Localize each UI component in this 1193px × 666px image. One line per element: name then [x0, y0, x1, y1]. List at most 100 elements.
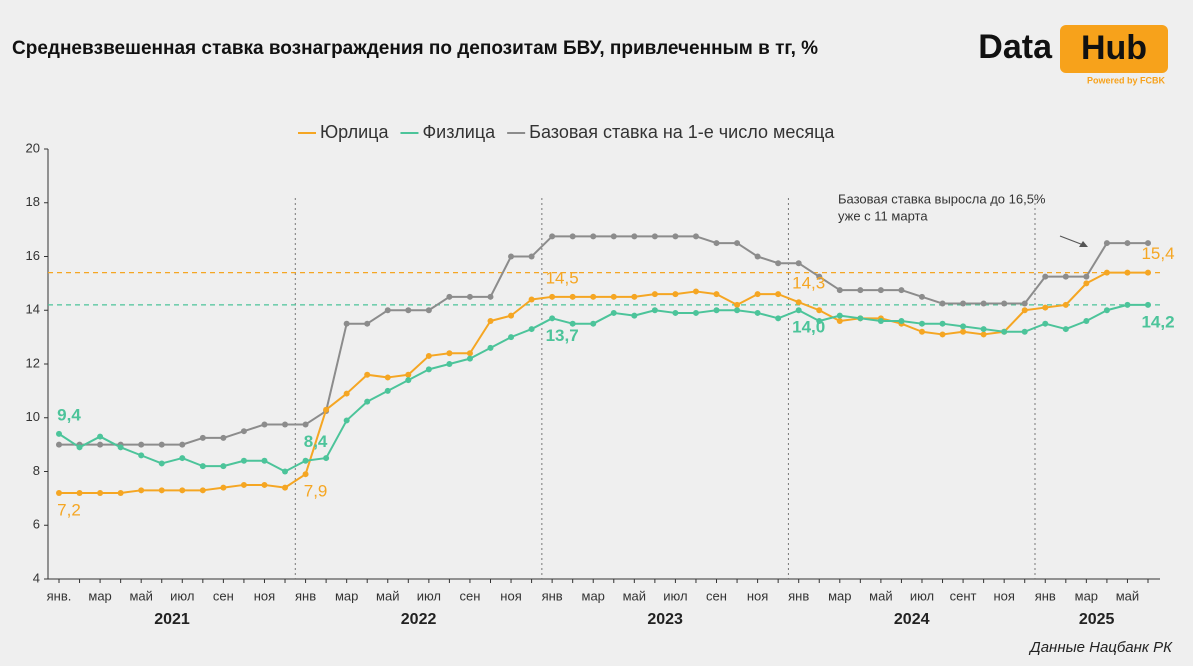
data-point [528, 326, 535, 333]
data-point [836, 287, 843, 294]
data-point [220, 434, 227, 441]
data-point [549, 233, 556, 240]
data-point [405, 377, 412, 384]
data-point [754, 291, 761, 298]
data-point [1124, 269, 1131, 276]
data-label: 8,4 [304, 432, 328, 451]
data-point [816, 307, 823, 314]
data-point [795, 260, 802, 267]
year-label: 2025 [1079, 611, 1115, 628]
data-point [734, 307, 741, 314]
data-point [97, 441, 104, 448]
x-tick-label: май [129, 588, 152, 603]
data-point [240, 428, 247, 435]
data-point [1042, 320, 1049, 327]
data-point [364, 371, 371, 378]
data-point [549, 293, 556, 300]
logo-tagline: Powered by FCBK [1087, 75, 1166, 85]
annotation-arrowhead [1079, 241, 1088, 247]
y-tick-label: 6 [33, 517, 40, 532]
data-point [76, 444, 83, 451]
x-tick-label: июл [170, 588, 194, 603]
data-point [569, 320, 576, 327]
data-point [1145, 269, 1151, 276]
x-tick-label: сент [950, 588, 977, 603]
data-point [138, 487, 145, 494]
source: Данные Нацбанк РК [1028, 639, 1173, 656]
data-point [590, 320, 597, 327]
data-point [343, 320, 350, 327]
data-point [282, 421, 289, 428]
x-tick-label: сен [706, 588, 727, 603]
data-label: 9,4 [57, 405, 81, 424]
data-point [302, 457, 309, 464]
x-tick-label: сен [213, 588, 234, 603]
logo-box [1060, 25, 1168, 73]
y-tick-label: 4 [33, 570, 40, 585]
x-tick-label: янв [1035, 588, 1056, 603]
data-point [775, 315, 782, 322]
year-label: 2024 [894, 611, 930, 628]
legend-label: Базовая ставка на 1-е число месяца [529, 122, 835, 142]
x-tick-label: мар [828, 588, 851, 603]
data-point [1083, 273, 1090, 280]
data-point [692, 288, 699, 295]
data-point [816, 273, 823, 280]
x-tick-label: июл [663, 588, 687, 603]
data-point [487, 293, 494, 300]
x-tick-label: июл [910, 588, 934, 603]
data-point [1042, 273, 1049, 280]
data-point [117, 444, 124, 451]
data-point [980, 300, 987, 307]
data-label: 15,4 [1141, 244, 1174, 263]
data-point [56, 430, 62, 437]
data-point [220, 484, 227, 491]
data-point [282, 484, 289, 491]
data-point [775, 260, 782, 267]
data-point [918, 293, 925, 300]
x-tick-label: ноя [500, 588, 521, 603]
data-point [610, 293, 617, 300]
data-point [425, 307, 432, 314]
data-point [446, 361, 453, 367]
data-point [590, 233, 597, 240]
data-point [240, 481, 247, 488]
data-point [980, 331, 987, 338]
data-point [692, 309, 699, 316]
data-point [939, 331, 946, 338]
data-point [508, 312, 515, 319]
data-point [1124, 240, 1131, 247]
data-point [857, 287, 864, 294]
logo-right: Hub [1081, 29, 1147, 67]
data-point [939, 300, 946, 307]
y-tick-label: 12 [26, 355, 40, 370]
data-point [651, 291, 658, 298]
data-point [199, 434, 206, 441]
year-label: 2023 [647, 611, 683, 628]
data-point [1145, 301, 1151, 308]
data-point [199, 463, 206, 470]
y-tick-label: 14 [26, 302, 40, 317]
data-point [734, 240, 741, 247]
data-point [158, 441, 165, 448]
data-point [282, 468, 289, 475]
data-point [323, 455, 330, 462]
y-tick-label: 20 [26, 140, 40, 155]
data-point [405, 307, 412, 314]
data-point [240, 457, 247, 464]
data-point [56, 441, 62, 448]
data-point [672, 233, 679, 240]
data-point [1145, 240, 1151, 247]
data-point [631, 312, 638, 319]
data-point [343, 417, 350, 424]
data-point [56, 490, 62, 496]
data-point [138, 452, 145, 459]
data-point [651, 233, 658, 240]
data-point [713, 240, 720, 247]
data-point [384, 374, 391, 381]
data-point [1062, 301, 1069, 308]
data-point [960, 328, 967, 335]
data-point [364, 320, 371, 327]
